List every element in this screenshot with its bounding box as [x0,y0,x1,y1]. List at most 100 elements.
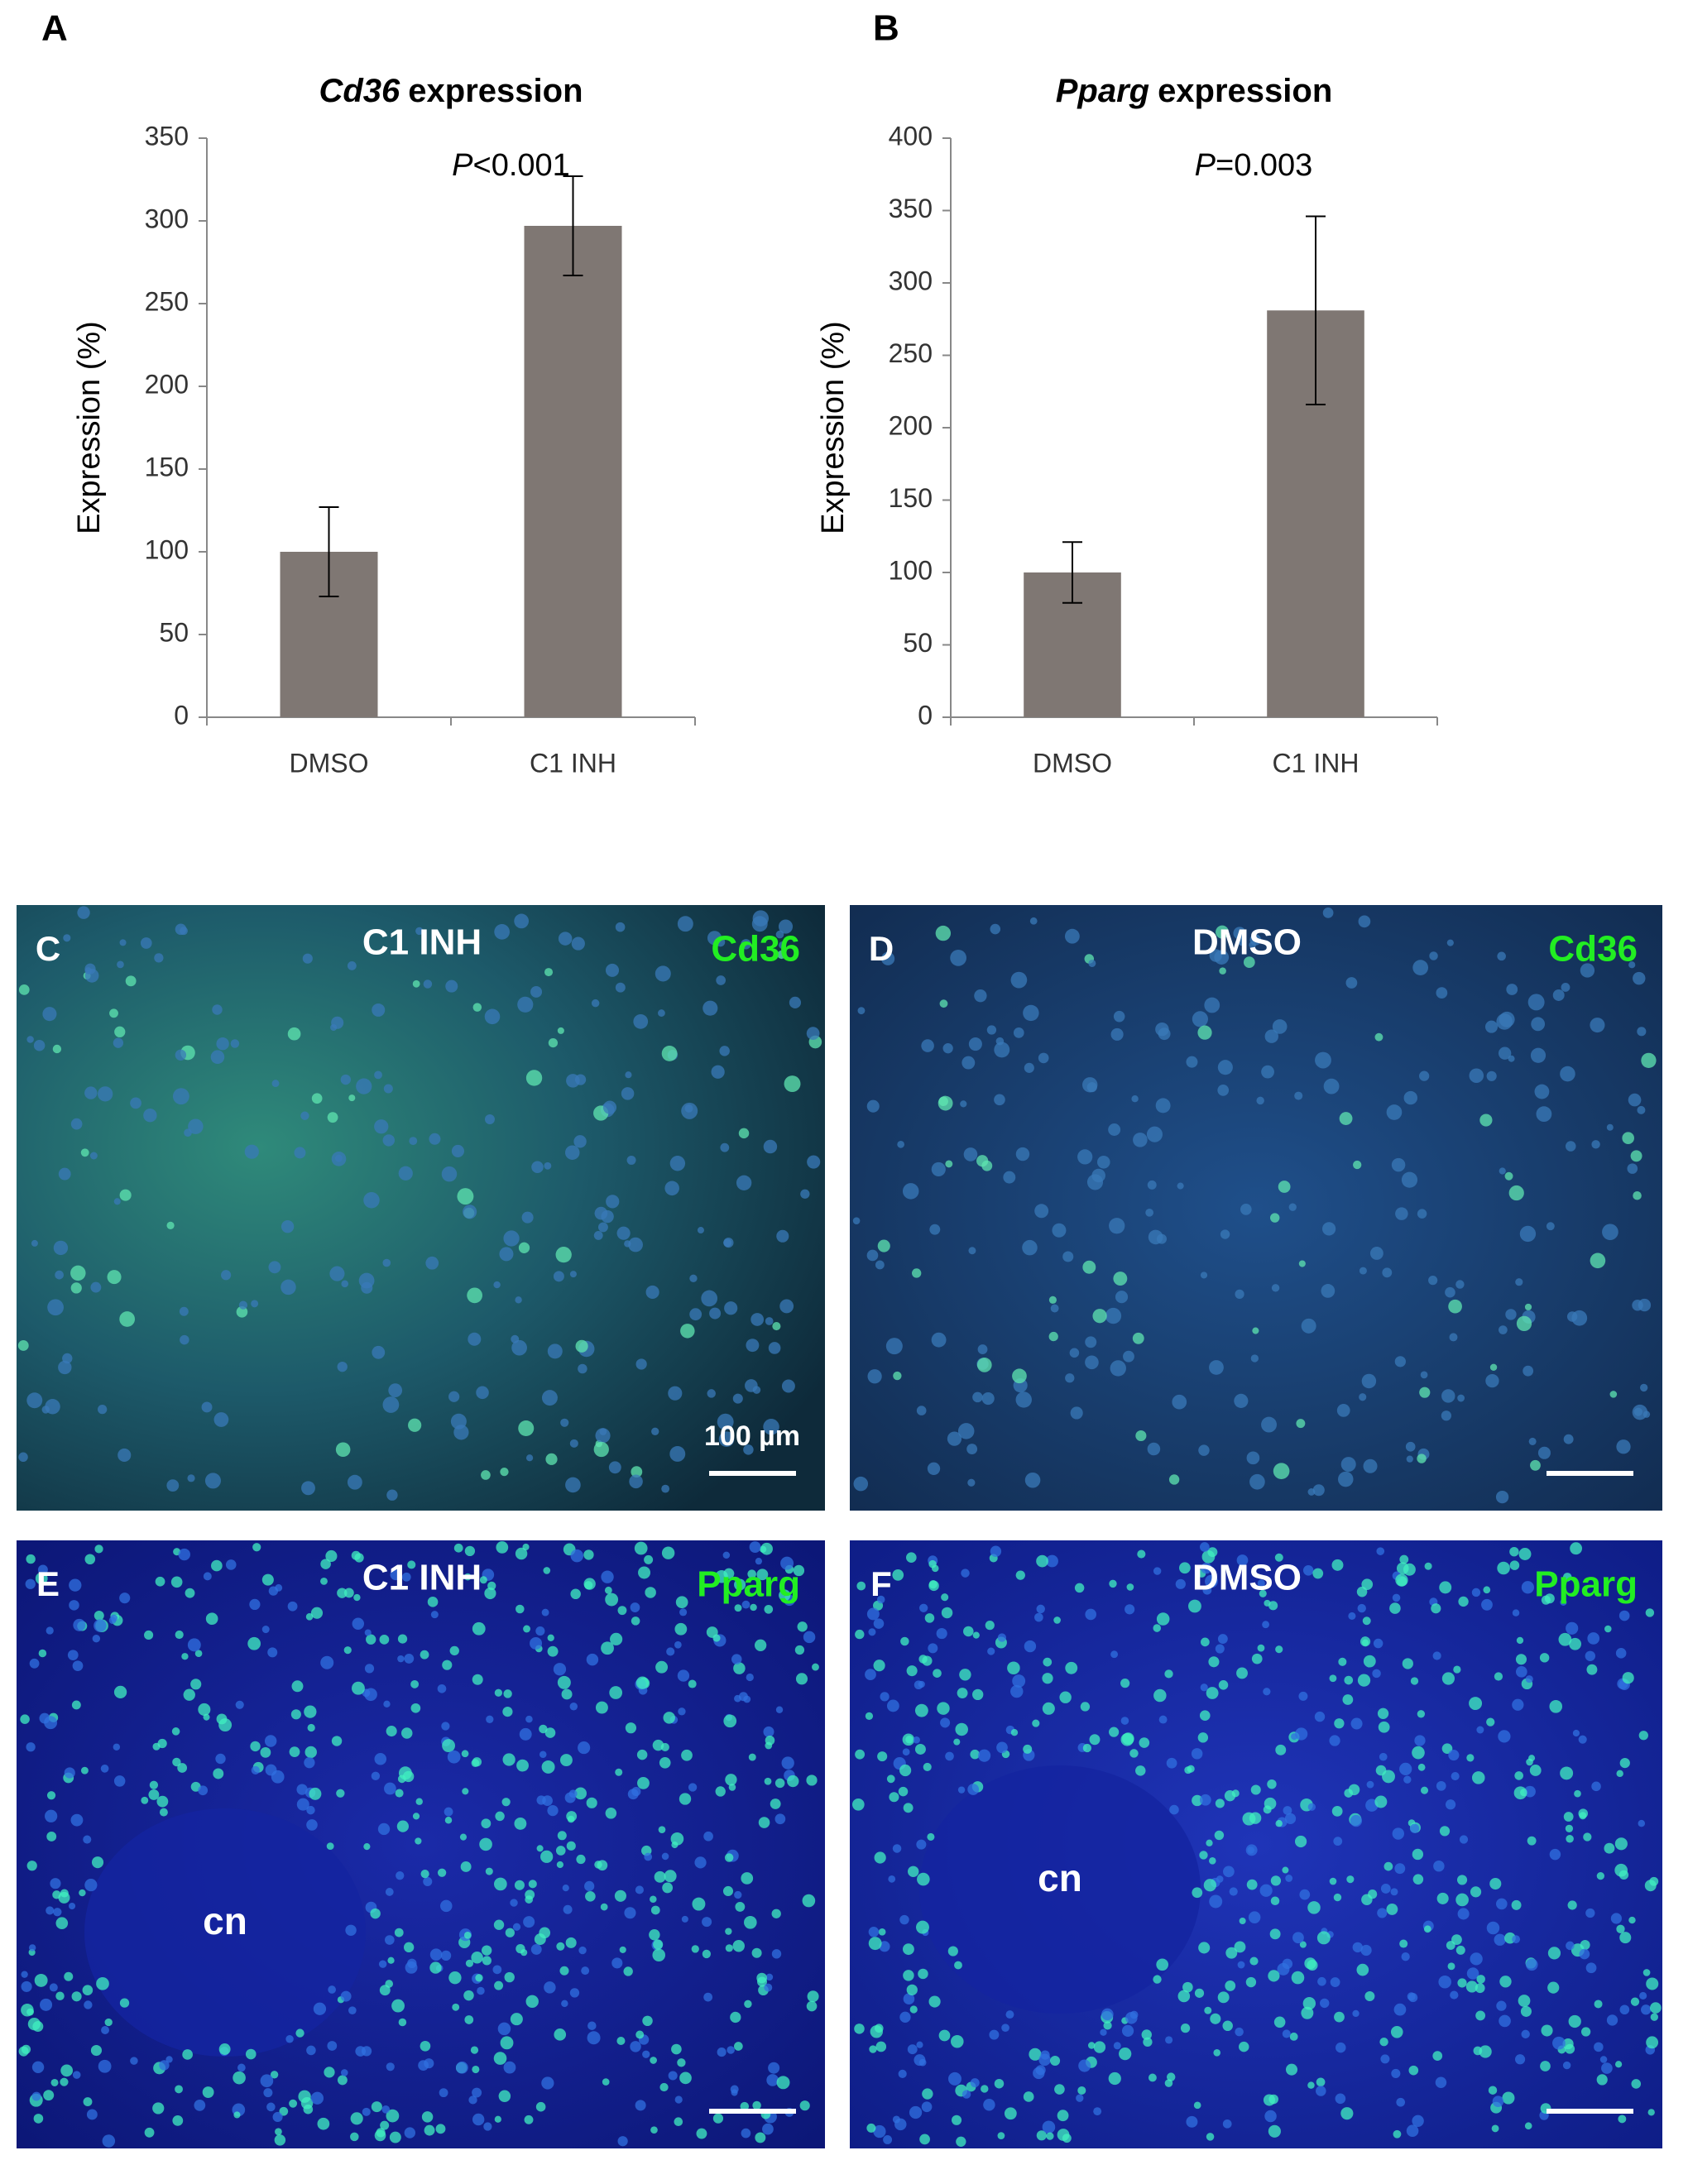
cell [1496,1013,1513,1030]
cell [1390,2025,1403,2038]
cell [171,1727,180,1736]
cell [1410,1677,1419,1685]
cell [98,1086,113,1102]
cell [1448,1299,1462,1314]
cell [1217,1991,1230,2004]
cell [779,1299,794,1314]
cell [98,2059,112,2073]
cell [331,1736,343,1746]
chart-title: Pparg expression [1056,73,1333,109]
cell [945,1751,954,1761]
cell [553,1663,567,1676]
cell [671,1842,679,1849]
cell [1516,1636,1524,1645]
cell [31,1239,38,1247]
cell [497,2022,511,2036]
cell [642,2050,650,2058]
cell [1322,1222,1336,1236]
cell [566,1811,578,1822]
cell [1516,1315,1532,1332]
cell [1375,1765,1387,1776]
cell [951,2034,964,2048]
cell [793,1564,805,1577]
cell [1043,1657,1053,1667]
cell [1441,1389,1455,1403]
cell [471,1952,483,1964]
cell [629,1474,643,1489]
cell [916,1406,927,1415]
cell [1194,1988,1205,1998]
cell [1512,1609,1520,1616]
cell [1275,1744,1287,1755]
cell [296,1798,309,1811]
cell [892,1569,904,1581]
cell [1514,1771,1523,1780]
cell [1614,1863,1628,1877]
cell [1208,1656,1220,1668]
cell [740,2101,750,2111]
cell [800,1189,810,1199]
cell [18,1452,28,1463]
cell [213,1768,224,1779]
cell [1137,1549,1146,1559]
cell [916,1839,927,1850]
cell [119,1998,130,2008]
cell [472,2113,485,2126]
cell [795,1673,808,1685]
cell [1622,1672,1634,1684]
cell [548,1037,559,1048]
cell [936,1628,947,1640]
cell [1521,1581,1534,1594]
cell [1448,1750,1460,1761]
cell [1180,2024,1191,2033]
cell [487,1581,496,1591]
cell [662,1882,674,1894]
cell [463,1990,474,2001]
cell [313,2002,327,2015]
cell [921,2101,933,2113]
cell [1417,1454,1427,1463]
cell [688,1679,697,1688]
cell [1165,2036,1173,2044]
cell [1330,1977,1340,1987]
cell [525,1995,539,2009]
cell [1496,1898,1508,1910]
cell [989,2029,1000,2040]
cell [21,2004,34,2017]
cell [494,1980,504,1990]
cell [514,913,530,929]
cell [397,1655,405,1663]
cell [922,1655,933,1666]
cell [1166,1757,1177,1769]
cell [900,1636,909,1646]
cell [1436,1780,1446,1791]
cell [750,1313,765,1326]
cell [765,1973,774,1981]
cell [950,949,966,966]
cell [747,1569,756,1578]
cell [715,1786,726,1797]
cell [294,1147,306,1159]
cell [382,1134,396,1147]
cell [26,1554,36,1564]
cell [444,1807,453,1817]
cell [1527,994,1545,1011]
cell [493,2052,507,2065]
cell [1631,2079,1642,2089]
cell [1405,1441,1416,1452]
cell [957,1688,968,1698]
cell [521,1211,534,1224]
cell [476,1386,489,1400]
cell [1638,1298,1652,1312]
micrograph-background [850,905,1662,1511]
cell [1284,1813,1297,1824]
cell [494,1688,503,1697]
cell [1518,1995,1531,2007]
cell [380,2120,390,2130]
cell [1552,989,1565,1001]
cell [873,1618,885,1629]
cell [494,2115,501,2123]
cell [310,2091,324,2105]
cell [1214,1830,1225,1841]
cell [530,1636,543,1650]
